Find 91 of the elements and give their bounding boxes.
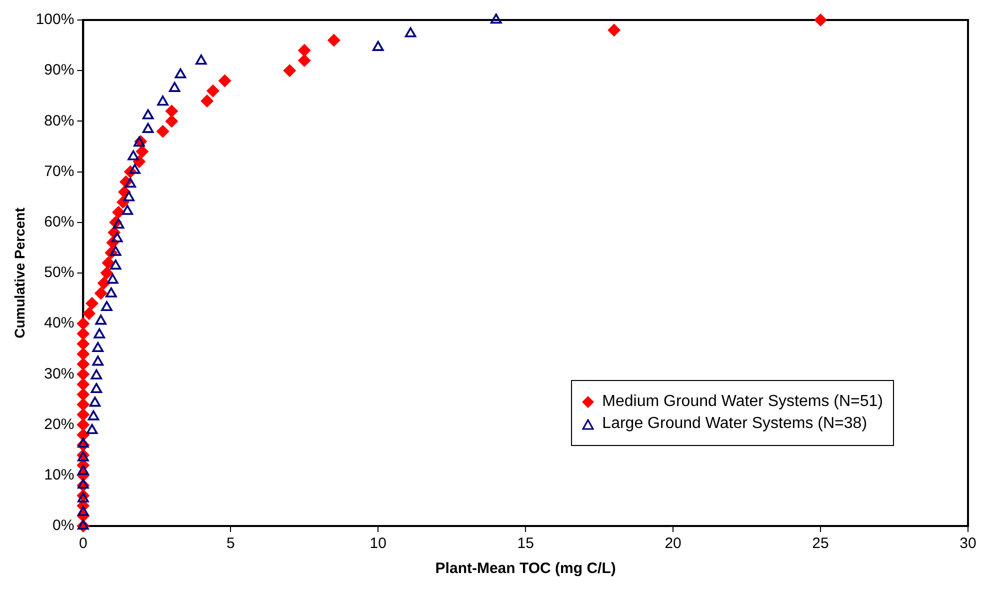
point	[90, 369, 102, 380]
point	[165, 104, 178, 118]
point	[206, 84, 220, 98]
point	[168, 82, 180, 92]
point	[112, 206, 126, 219]
point	[156, 124, 170, 138]
point	[92, 356, 104, 366]
point	[142, 122, 154, 133]
point	[106, 287, 117, 298]
point	[78, 520, 89, 530]
point	[82, 306, 96, 320]
point	[95, 314, 107, 325]
point	[165, 114, 178, 128]
x-tick-label: 25	[812, 535, 829, 552]
point	[814, 14, 828, 26]
point	[134, 136, 145, 147]
x-tick-label: 0	[78, 535, 88, 552]
point	[218, 74, 232, 88]
point	[78, 478, 89, 489]
point	[76, 317, 90, 330]
point	[76, 327, 90, 340]
point	[88, 410, 100, 420]
point	[78, 506, 89, 516]
point	[76, 418, 90, 432]
y-tick-label: 20%	[44, 416, 74, 433]
x-tick-label: 5	[226, 535, 235, 552]
point	[112, 218, 124, 229]
point	[298, 54, 311, 67]
point	[76, 368, 90, 381]
y-tick-label: 10%	[44, 466, 74, 484]
point	[327, 34, 340, 47]
x-tick-label: 20	[664, 535, 682, 552]
legend-label: Medium Ground Water Systems (N=51)	[602, 393, 883, 411]
point	[372, 40, 384, 51]
point	[490, 14, 502, 24]
point	[94, 328, 106, 338]
point	[94, 286, 108, 300]
y-tick-label: 90%	[44, 62, 74, 79]
legend-label: Large Ground Water Systems (N=38)	[602, 415, 868, 433]
point	[100, 266, 114, 280]
point	[174, 68, 186, 78]
point	[404, 27, 416, 38]
point	[129, 164, 140, 174]
y-tick-label: 30%	[44, 365, 74, 382]
point	[76, 408, 90, 422]
point	[128, 150, 139, 160]
point	[195, 54, 207, 65]
point	[200, 94, 214, 108]
point	[78, 438, 89, 448]
point	[142, 109, 154, 120]
y-axis-title: Cumulative Percent	[11, 207, 28, 338]
point	[78, 451, 89, 462]
point	[90, 382, 102, 394]
x-tick-label: 30	[960, 535, 976, 552]
y-tick-label: 60%	[44, 214, 74, 231]
point	[106, 274, 118, 284]
point	[157, 96, 168, 106]
y-tick-label: 70%	[44, 162, 74, 180]
point	[608, 24, 621, 37]
point	[111, 232, 123, 242]
point	[76, 398, 90, 412]
point	[76, 378, 90, 391]
y-tick-label: 100%	[36, 11, 74, 28]
point	[283, 64, 296, 78]
point	[122, 204, 134, 215]
y-tick-label: 50%	[44, 264, 74, 282]
point	[102, 256, 115, 270]
point	[78, 464, 89, 475]
point	[298, 44, 311, 57]
x-tick-label: 15	[517, 535, 534, 552]
point	[76, 358, 90, 371]
point	[92, 342, 104, 352]
point	[76, 337, 90, 350]
point	[136, 145, 149, 158]
point	[76, 347, 90, 360]
point	[124, 178, 136, 188]
point	[76, 388, 90, 401]
point	[123, 191, 135, 202]
point	[97, 276, 110, 290]
x-axis-title: Plant-Mean TOC (mg C/L)	[435, 560, 616, 578]
point	[89, 396, 101, 407]
y-tick-label: 40%	[44, 314, 74, 332]
point	[86, 424, 98, 434]
y-tick-label: 0%	[52, 517, 74, 534]
point	[101, 301, 112, 312]
point	[110, 246, 122, 256]
point	[110, 260, 122, 270]
point	[78, 492, 89, 502]
y-tick-label: 80%	[44, 112, 74, 130]
point	[86, 296, 99, 310]
x-tick-label: 10	[370, 535, 386, 552]
